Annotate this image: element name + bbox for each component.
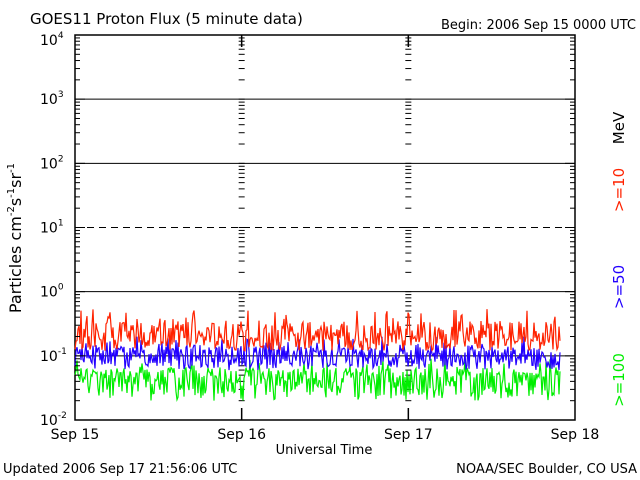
- y-tick-label: 101: [40, 219, 64, 237]
- energy-legend: MeV >=10 >=50 >=100: [610, 111, 628, 407]
- legend-ge50: >=50: [610, 265, 628, 309]
- plot-area: [74, 34, 576, 421]
- y-axis-label: Particles cm-2s-1sr-1: [6, 163, 25, 313]
- day-markers: [238, 35, 412, 421]
- legend-ge10: >=10: [610, 168, 628, 212]
- gridlines: [75, 98, 575, 357]
- x-tick-label: Sep 15: [51, 427, 100, 443]
- y-tick-label: 10-2: [40, 411, 67, 429]
- y-tick-label: 100: [40, 283, 64, 301]
- y-axis-label-s: s: [6, 198, 25, 206]
- y-axis-label-sup1: -2: [6, 206, 17, 216]
- chart-title: GOES11 Proton Flux (5 minute data): [30, 10, 303, 28]
- series-line-ge50: [74, 336, 561, 371]
- x-tick-label: Sep 16: [217, 427, 266, 443]
- y-tick-label: 104: [40, 31, 64, 49]
- credit-line: NOAA/SEC Boulder, CO USA: [456, 462, 637, 477]
- y-axis-label-sup3: -1: [6, 163, 17, 173]
- x-tick-label: Sep 18: [551, 427, 600, 443]
- y-tick-labels: 10-2 10-1 100 101 102 103 104: [40, 31, 67, 429]
- legend-unit-mev: MeV: [610, 111, 628, 144]
- series-layer: [74, 309, 561, 403]
- y-axis-label-sr: sr: [6, 173, 25, 188]
- y-tick-label: 103: [40, 90, 64, 108]
- y-tick-marks: [75, 37, 575, 421]
- x-tick-labels: Sep 15 Sep 16 Sep 17 Sep 18: [51, 427, 600, 443]
- updated-time: Updated 2006 Sep 17 21:56:06 UTC: [3, 462, 237, 477]
- begin-time: Begin: 2006 Sep 15 0000 UTC: [441, 18, 636, 33]
- series-line-ge10: [74, 309, 561, 352]
- y-axis-label-main: Particles cm: [6, 216, 25, 313]
- legend-ge100: >=100: [610, 353, 628, 407]
- series-line-ge100: [74, 358, 561, 403]
- y-axis-label-sup2: -1: [6, 188, 17, 198]
- x-tick-label: Sep 17: [384, 427, 433, 443]
- y-tick-label: 10-1: [40, 347, 67, 365]
- y-tick-label: 102: [40, 154, 64, 172]
- x-axis-label: Universal Time: [276, 443, 373, 458]
